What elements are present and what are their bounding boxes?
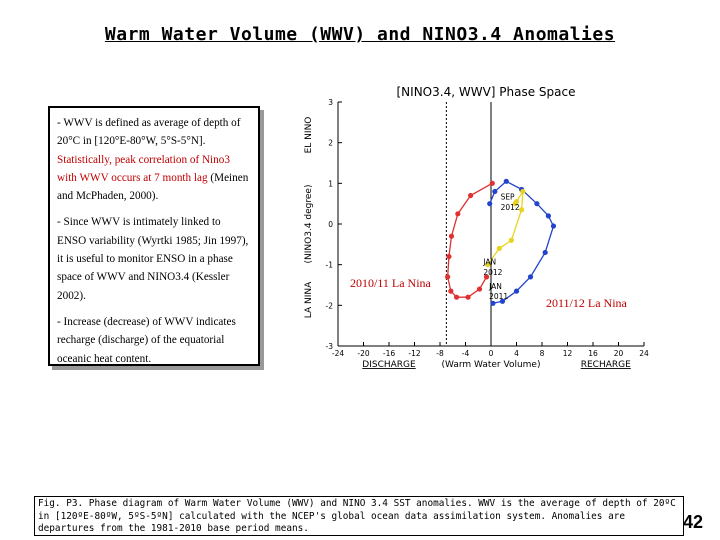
point-label: JAN: [488, 282, 502, 291]
series-point: [542, 249, 548, 256]
point-label: JAN: [482, 258, 496, 267]
x-tick-label: -8: [436, 349, 444, 358]
x-tick-label: 24: [639, 349, 649, 358]
point-label: 2012: [483, 268, 502, 277]
y-tick-label: 2: [328, 139, 333, 148]
series-point: [534, 201, 540, 207]
series-line-1: [446, 182, 493, 298]
series-point: [496, 245, 502, 251]
x-tick-label: -24: [332, 349, 344, 358]
series-point: [513, 288, 520, 294]
point-label: 2011: [489, 292, 508, 301]
series-point: [492, 188, 498, 195]
series-point: [448, 288, 454, 294]
series-point: [489, 180, 495, 186]
series-point: [485, 262, 491, 268]
series-point: [503, 178, 509, 184]
y-label-el-nino: EL NINO: [304, 117, 314, 154]
y-axis-label: (NINO3.4 degree): [304, 185, 314, 264]
note-wwv-definition-text: - WWV is defined as average of depth of …: [57, 117, 241, 148]
x-tick-label: 16: [588, 349, 598, 358]
point-label: SEP: [501, 193, 515, 202]
x-tick-label: 20: [614, 349, 624, 358]
series-point: [455, 211, 461, 217]
series-point: [465, 294, 471, 300]
x-tick-label: 8: [540, 349, 545, 358]
series-point: [487, 201, 493, 207]
x-label-discharge: DISCHARGE: [362, 360, 416, 370]
series-point: [508, 237, 514, 243]
series-point: [519, 207, 525, 213]
y-tick-label: 0: [328, 220, 333, 229]
annotation-la-nina-2011: 2011/12 La Nina: [546, 296, 627, 310]
point-label: 2012: [501, 203, 520, 212]
x-label-recharge: RECHARGE: [581, 360, 631, 370]
note-peak-correlation: Statistically, peak correlation of Nino3…: [57, 153, 230, 184]
series-point: [453, 294, 460, 300]
x-tick-label: -12: [408, 349, 420, 358]
series-point: [468, 192, 474, 199]
y-tick-label: -3: [326, 342, 334, 351]
x-tick-label: -16: [383, 349, 395, 358]
notes-box: - WWV is defined as average of depth of …: [48, 106, 260, 366]
slide-title: Warm Water Volume (WWV) and NINO3.4 Anom…: [104, 24, 616, 45]
annotation-la-nina-2010: 2010/11 La Nina: [350, 276, 431, 290]
series-point: [545, 213, 551, 219]
page-number: 42: [683, 512, 704, 532]
x-tick-label: 0: [489, 349, 494, 358]
note-enso-link: - Since WWV is intimately linked to ENSO…: [57, 216, 249, 302]
series-point: [527, 274, 534, 280]
series-point: [550, 223, 557, 229]
series-point: [512, 201, 518, 207]
chart-title: [NINO3.4, WWV] Phase Space: [397, 85, 576, 99]
series-point: [446, 253, 452, 260]
y-label-la-nina: LA NINA: [304, 281, 314, 318]
y-tick-label: -2: [326, 301, 334, 310]
x-tick-label: -20: [357, 349, 369, 358]
series-point: [476, 286, 483, 292]
y-tick-label: -1: [326, 261, 334, 270]
series-point: [490, 300, 496, 306]
note-citation: (Meinen and McPhaden, 2000).: [57, 171, 249, 203]
series-point: [520, 188, 526, 195]
phase-space-chart: [NINO3.4, WWV] Phase Space EL NINO (NINO…: [304, 85, 649, 370]
series-point: [448, 233, 455, 239]
y-tick-label: 3: [328, 98, 333, 107]
x-tick-label: 4: [514, 349, 519, 358]
series-point: [483, 274, 490, 280]
note-wwv-definition: - WWV is defined as average of depth of …: [57, 114, 252, 205]
y-tick-label: 1: [328, 179, 333, 188]
x-tick-label: 12: [563, 349, 573, 358]
x-axis-label: (Warm Water Volume): [442, 360, 541, 370]
series-point: [445, 274, 451, 280]
figure-caption: Fig. P3. Phase diagram of Warm Water Vol…: [34, 496, 684, 536]
x-tick-label: -4: [462, 349, 470, 358]
series-point: [499, 298, 506, 304]
note-recharge: - Increase (decrease) of WWV indicates r…: [57, 315, 236, 365]
